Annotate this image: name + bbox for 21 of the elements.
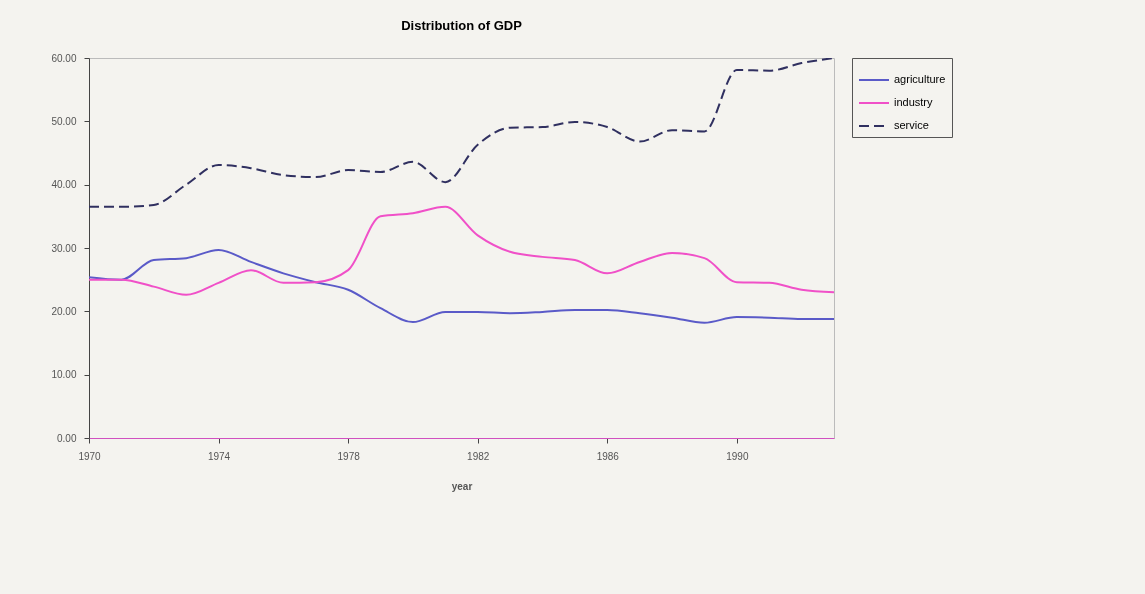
- y-tick-label: 10.00: [51, 369, 77, 381]
- line-series: [89, 248, 834, 324]
- y-tick-label: 40.00: [51, 179, 77, 191]
- legend-label: service: [894, 119, 929, 131]
- y-tick-label: 30.00: [51, 242, 77, 254]
- y-tick-label: 20.00: [51, 305, 77, 317]
- y-tick-label: 60.00: [51, 52, 77, 64]
- legend-label: industry: [894, 96, 934, 108]
- y-tick-label: 0.00: [57, 432, 77, 444]
- chart-title: Distribution of GDP: [401, 18, 523, 33]
- x-tick-label: 1974: [207, 450, 231, 462]
- x-tick-label: 1986: [596, 450, 620, 462]
- x-tick-label: 1990: [726, 450, 749, 462]
- x-tick-label: 1982: [467, 450, 490, 462]
- x-axis-title: year: [451, 480, 473, 492]
- line-series: [89, 205, 834, 296]
- x-tick-label: 1978: [337, 450, 361, 462]
- x-tick-label: 1970: [78, 450, 102, 462]
- y-tick-label: 50.00: [51, 115, 77, 127]
- legend-label: agriculture: [894, 73, 946, 85]
- line-series: [89, 58, 834, 208]
